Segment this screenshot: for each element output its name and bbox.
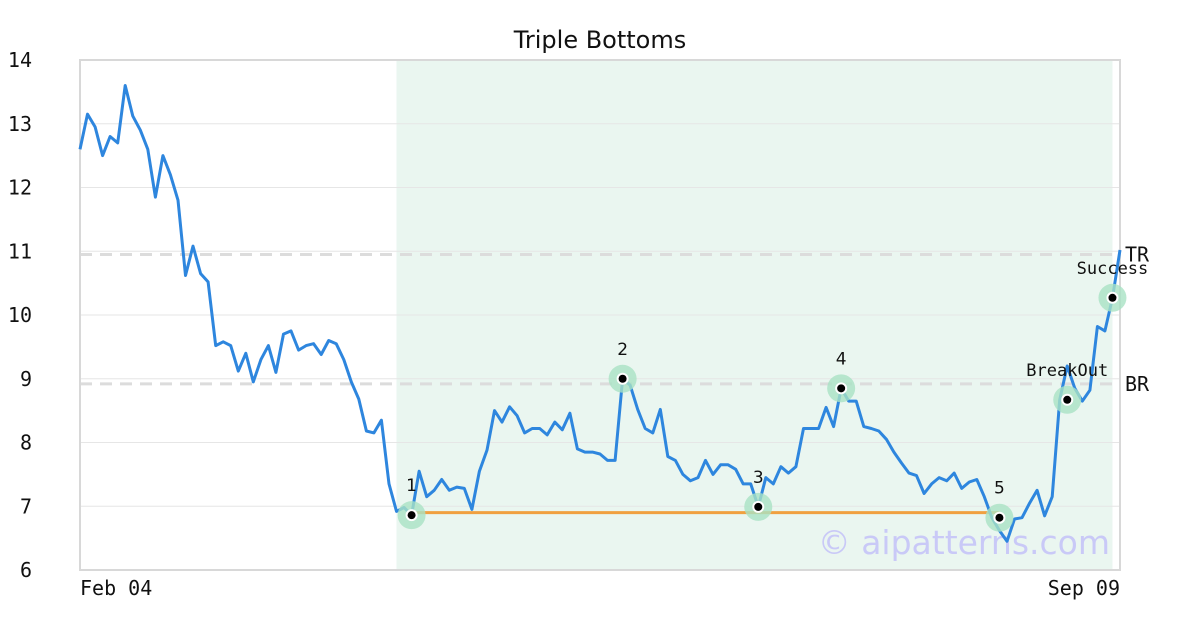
point-label-1: 1 <box>406 476 417 496</box>
y-tick-label-10: 10 <box>8 303 32 327</box>
point-marker-5 <box>995 513 1004 522</box>
price-series-line <box>78 84 1122 543</box>
point-marker-success <box>1108 293 1117 302</box>
watermark: © aipatterns.com <box>818 523 1110 562</box>
point-label-success: Success <box>1077 259 1149 279</box>
y-tick-label-9: 9 <box>20 367 32 391</box>
x-tick-label-start: Feb 04 <box>80 576 152 600</box>
y-tick-label-13: 13 <box>8 112 32 136</box>
point-marker-breakout <box>1063 395 1072 404</box>
level-label-tr: TR <box>1125 242 1150 266</box>
point-label-breakout: BreakOut <box>1026 361 1108 381</box>
point-marker-2 <box>618 374 627 383</box>
pattern-points: 1 2 3 4 5 BreakOut Success <box>397 259 1149 532</box>
y-tick-label-7: 7 <box>20 494 32 518</box>
point-marker-1 <box>407 511 416 520</box>
plot-frame <box>79 59 1121 571</box>
y-tick-label-11: 11 <box>8 239 32 263</box>
point-marker-3 <box>754 502 763 511</box>
y-tick-label-8: 8 <box>20 431 32 455</box>
point-label-5: 5 <box>994 479 1005 499</box>
level-label-br: BR <box>1125 372 1150 396</box>
point-label-2: 2 <box>617 340 628 360</box>
y-tick-label-12: 12 <box>8 176 32 200</box>
chart-title: Triple Bottoms <box>513 26 687 54</box>
point-label-4: 4 <box>836 349 847 369</box>
y-axis-ticks: 6 7 8 9 10 11 12 13 14 <box>8 48 32 582</box>
y-tick-label-14: 14 <box>8 48 32 72</box>
x-tick-label-end: Sep 09 <box>1048 576 1120 600</box>
point-label-3: 3 <box>753 468 764 488</box>
point-marker-4 <box>837 384 846 393</box>
level-lines: TR BR <box>80 242 1150 396</box>
y-tick-label-6: 6 <box>20 558 32 582</box>
x-axis-ticks: Feb 04 Sep 09 <box>80 576 1120 600</box>
